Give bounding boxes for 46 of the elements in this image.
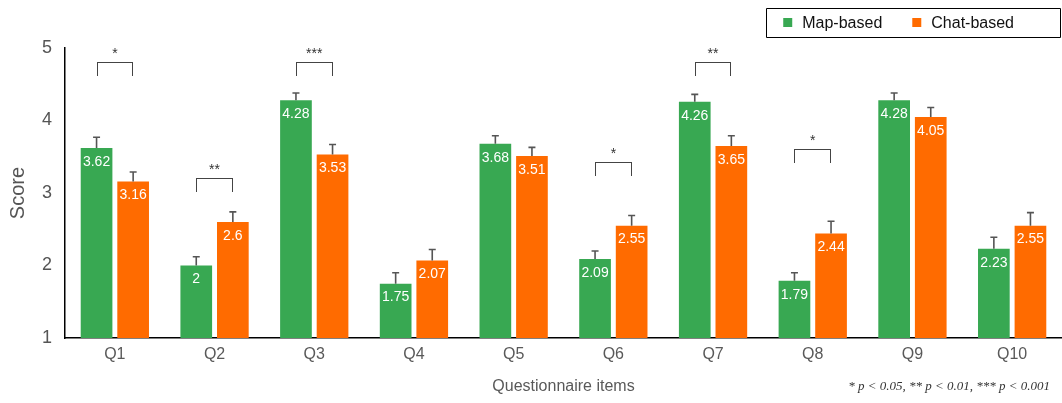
data-label: 3.51 xyxy=(518,160,546,177)
data-label: 2.55 xyxy=(1016,230,1045,247)
data-label: 3.68 xyxy=(481,148,510,165)
data-label: 2.09 xyxy=(581,263,609,280)
y-tick-label: 3 xyxy=(41,181,52,202)
data-label: 1.79 xyxy=(780,285,809,302)
y-axis-title: Score xyxy=(5,166,28,220)
annotation: ** xyxy=(707,44,720,61)
x-tick-label: Q8 xyxy=(802,345,824,363)
x-tick-label: Q9 xyxy=(901,345,924,363)
data-label: 4.28 xyxy=(282,105,310,122)
annotation: * xyxy=(610,144,617,161)
legend-label: Map-based xyxy=(802,13,883,31)
data-label: 3.16 xyxy=(119,186,147,203)
data-label: 2.07 xyxy=(418,265,447,282)
x-tick-label: Q5 xyxy=(502,345,525,363)
data-label: 4.26 xyxy=(681,106,709,123)
data-label: 4.05 xyxy=(917,121,945,138)
annotation: ** xyxy=(209,160,221,177)
data-label: 2.23 xyxy=(980,253,1008,270)
y-tick-label: 1 xyxy=(41,326,52,347)
x-tick-label: Q6 xyxy=(602,345,625,363)
y-tick-label: 2 xyxy=(41,254,52,275)
x-tick-label: Q2 xyxy=(203,345,226,363)
x-tick-label: Q1 xyxy=(104,345,126,363)
data-label: 1.75 xyxy=(382,288,410,305)
data-label: 2.55 xyxy=(618,230,646,247)
data-label: 2.6 xyxy=(223,226,243,243)
data-label: 3.65 xyxy=(717,150,746,167)
annotation: * xyxy=(112,44,119,61)
data-label: 3.62 xyxy=(82,152,111,169)
data-label: 2 xyxy=(192,270,201,287)
data-label: 3.53 xyxy=(318,159,347,176)
legend-label: Chat-based xyxy=(931,13,1014,31)
text: * p < 0.05, ** p < 0.01, *** p < 0.001 xyxy=(848,378,1050,394)
data-label: 2.44 xyxy=(817,238,845,255)
y-tick-label: 5 xyxy=(41,36,52,57)
data-label: 4.28 xyxy=(880,105,908,122)
y-tick-label: 4 xyxy=(41,109,52,130)
x-tick-label: Q3 xyxy=(303,345,326,363)
x-tick-label: Q10 xyxy=(997,345,1028,363)
annotation: *** xyxy=(306,44,323,61)
annotation: * xyxy=(810,131,817,148)
x-axis-title: Questionnaire items xyxy=(492,376,635,394)
x-tick-label: Q4 xyxy=(403,345,425,363)
x-tick-label: Q7 xyxy=(702,345,724,363)
